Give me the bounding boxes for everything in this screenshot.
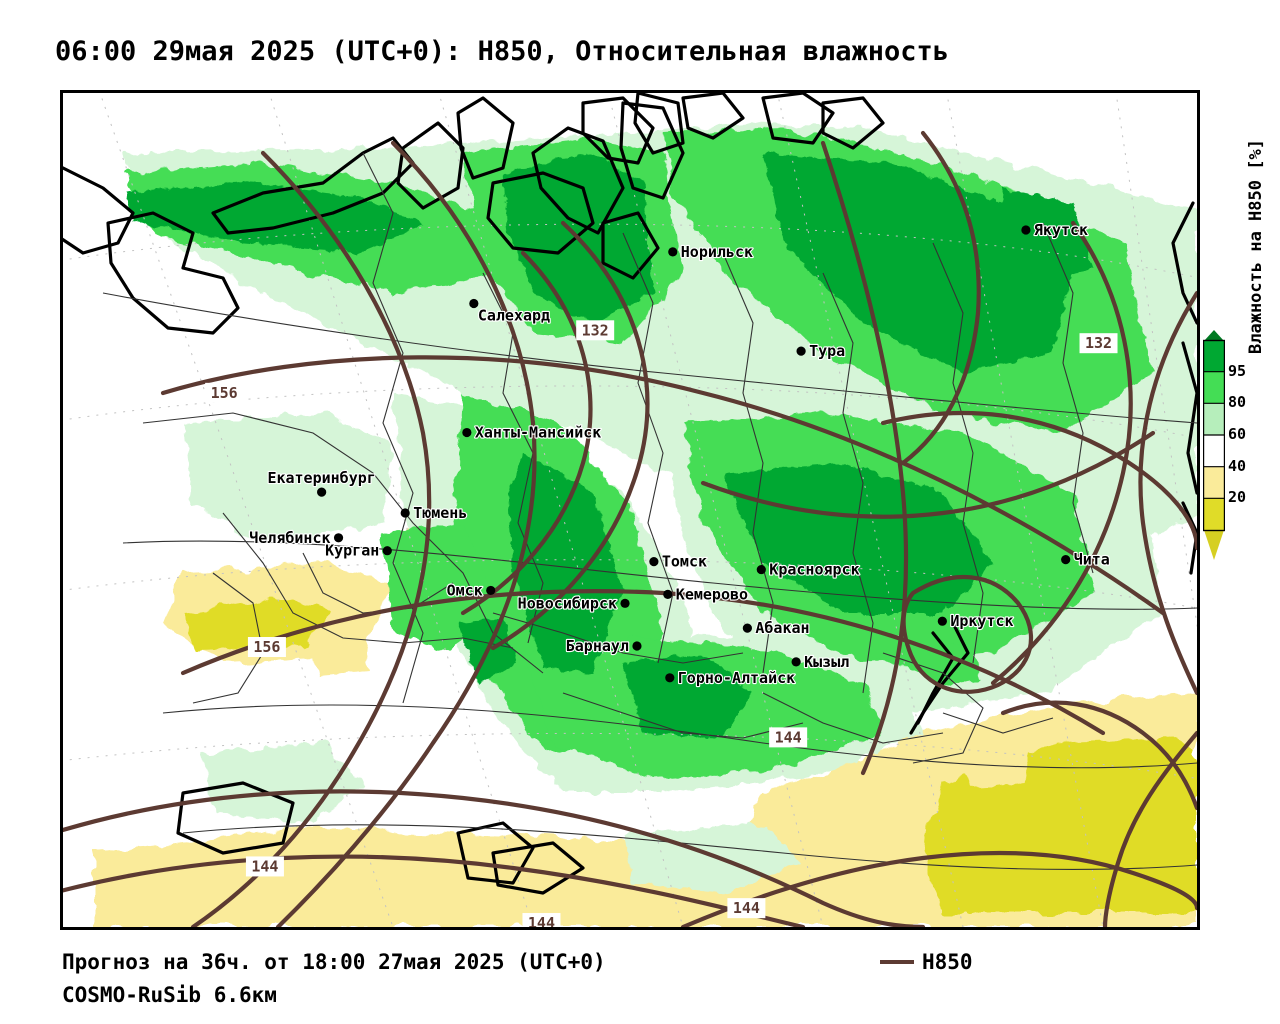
city-marker-dot [663,589,673,599]
humidity-field: Якутск Норильск Тура Салехард Ханты-Мансийск… [63,93,1197,927]
colorbar-svg [1203,330,1225,560]
dry-zone-shading [93,213,1197,927]
city-label: Салехард [478,306,550,324]
city-marker-dot [1021,225,1031,235]
city-marker-dot [400,508,410,518]
city-label: Ханты-Мансийск [475,424,601,442]
city-marker-dot [796,346,806,356]
contour-label: 144 [775,728,802,746]
contour-label: 144 [733,899,760,917]
city-label: Абакан [755,619,809,637]
city-label: Кызыл [804,653,849,671]
city-label: Якутск [1034,221,1088,239]
colorbar-tick: 95 [1228,361,1247,380]
city-label: Горно-Алтайск [678,669,795,687]
contour-label: 144 [528,914,555,927]
colorbar-tick: 60 [1228,425,1247,443]
colorbar-band [1204,466,1224,499]
moist-zone-dark [125,153,1093,738]
city-marker-dot [632,641,642,651]
h850-legend-label: H850 [922,950,973,974]
city-marker-dot [469,298,479,309]
colorbar-band [1204,498,1224,530]
graticule [63,93,1197,927]
contour-label: 156 [211,384,238,402]
colorbar-band [1204,403,1224,435]
colorbar-tick: 20 [1228,488,1247,507]
city-marker-dot [486,585,496,596]
model-name-line: COSMO-RuSib 6.6км [62,983,277,1007]
city-label: Томск [662,553,707,571]
contour-label-bg [769,727,808,748]
contour-label-bg [576,320,615,341]
coastline [63,93,1197,895]
city-marker-dot [665,673,675,683]
contour-label-layer: 132 132 156 156 144 144 144 144 [205,320,1118,927]
colorbar-tick: 80 [1228,393,1247,412]
city-marker-dot [756,564,766,575]
city-label: Омск [447,581,483,599]
contour-label: 132 [582,321,609,339]
colorbar-band [1204,371,1224,404]
page-title: 06:00 29мая 2025 (UTC+0): H850, Относите… [55,36,950,67]
city-marker-dot [742,623,752,633]
city-marker-dot [1061,555,1071,565]
map-canvas[interactable]: Якутск Норильск Тура Салехард Ханты-Мансийск… [60,90,1200,930]
colorbar-band [1204,435,1224,467]
city-label: Кемерово [676,585,748,603]
colorbar-ticks: 95 80 60 40 20 [1228,330,1258,530]
contour-label-bg [1079,333,1118,354]
h850-legend: H850 [880,950,973,974]
city-marker-dot [382,546,392,556]
contour-label: 156 [253,638,280,656]
city-layer: Якутск Норильск Тура Салехард Ханты-Мансийск… [248,220,1111,688]
colorbar-tick: 40 [1228,456,1247,475]
city-label: Курган [325,542,379,560]
city-label: Норильск [681,243,753,261]
city-label: Тура [809,342,845,360]
city-label: Челябинск [249,529,330,547]
city-marker-dot [317,487,327,497]
city-marker-dot [649,557,659,567]
contour-label-bg [205,382,244,403]
colorbar-band [1204,340,1224,372]
contour-label-bg [247,637,286,658]
city-label: Екатеринбург [267,469,375,487]
contour-label: 144 [251,857,278,875]
city-marker-dot [462,427,472,438]
city-label: Барнаул [566,637,629,655]
forecast-info-line: Прогноз на 36ч. от 18:00 27мая 2025 (UTC… [62,950,606,974]
city-marker-dot [791,657,801,667]
colorbar[interactable] [1203,330,1225,560]
contour-label: 132 [1085,334,1112,352]
city-label: Чита [1074,551,1110,569]
colorbar-axis-label: Влажность на H850 [%] [1246,139,1280,354]
city-label: Новосибирск [518,594,617,612]
city-marker-dot [333,533,344,543]
city-marker-dot [668,247,678,257]
h850-contours [63,130,1197,927]
city-label: Красноярск [769,561,859,579]
h850-legend-swatch [880,960,914,964]
contour-label-bg [245,856,284,877]
contour-label-bg [727,898,766,919]
colorbar-axis-label-text: Влажность на H850 [%] [1246,139,1266,354]
city-label: Тюмень [413,504,467,522]
map-svg: Якутск Норильск Тура Салехард Ханты-Мансийск… [63,93,1197,927]
contour-label-bg [522,913,561,927]
city-label: Иркутск [950,612,1013,630]
city-marker-dot [620,598,630,608]
city-marker-dot [937,616,947,626]
